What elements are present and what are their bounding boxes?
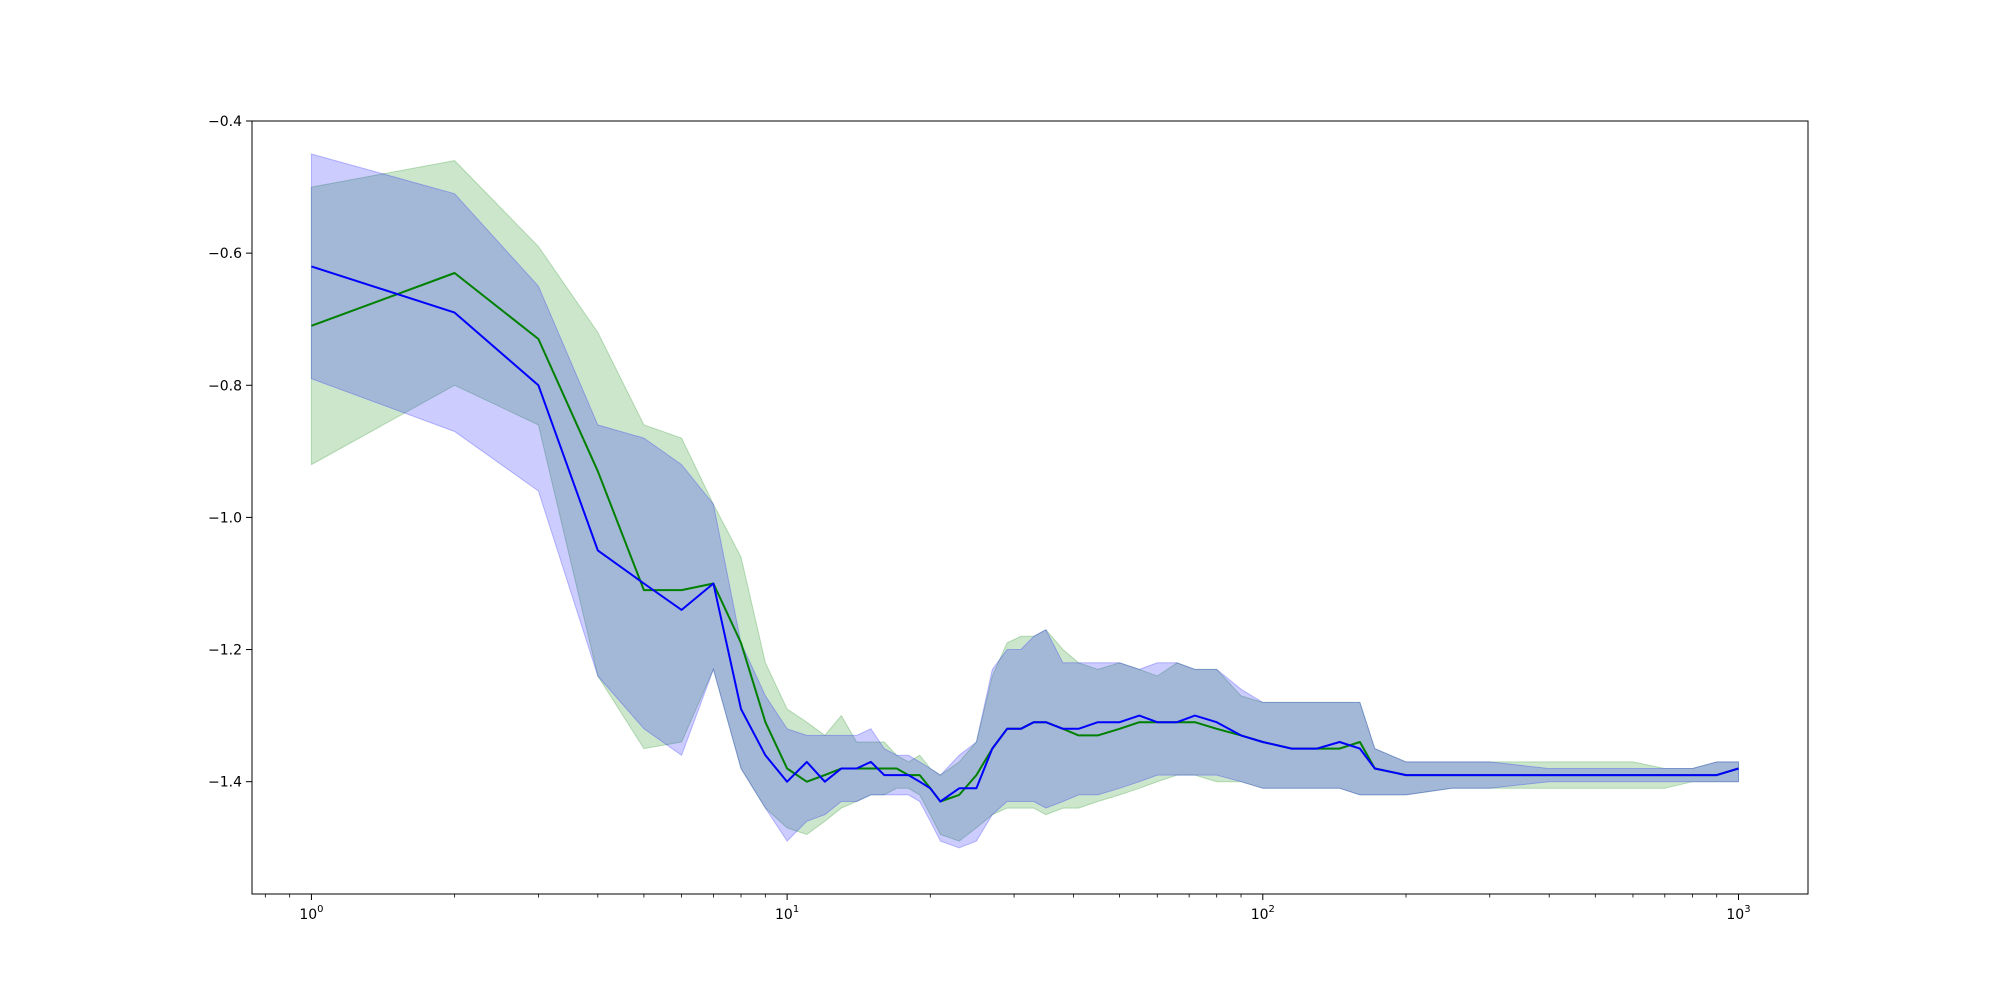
y-tick-label: −1.2 <box>208 643 242 659</box>
y-tick-label: −0.4 <box>208 114 242 130</box>
y-axis: −1.4 −1.2 −1.0 −0.8 −0.6 −0.4 <box>208 114 252 791</box>
band-series-2 <box>310 153 1739 849</box>
x-tick-label: 100 <box>299 904 323 923</box>
x-tick-label: 103 <box>1726 904 1750 923</box>
y-tick-label: −0.8 <box>208 378 242 394</box>
series-lines <box>311 265 1739 803</box>
band-series-1 <box>310 160 1739 842</box>
line-series-2 <box>311 265 1739 803</box>
y-tick-label: −1.0 <box>208 510 242 526</box>
x-axis: 100 101 102 103 <box>264 894 1751 923</box>
y-tick-label: −1.4 <box>208 775 242 791</box>
x-tick-label: 102 <box>1251 904 1275 923</box>
x-tick-label: 101 <box>775 904 799 923</box>
confidence-bands <box>310 153 1739 849</box>
y-tick-label: −0.6 <box>208 246 242 262</box>
plot-frame <box>251 120 1809 895</box>
